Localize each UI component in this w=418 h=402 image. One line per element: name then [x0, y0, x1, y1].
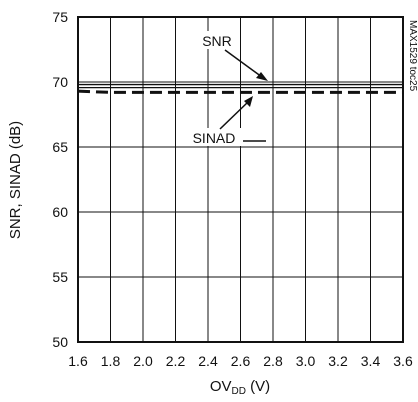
x-tick-label-2: 2.0 [133, 353, 153, 369]
annotation-sinad: SINAD [185, 96, 266, 146]
x-tick-label-0: 1.6 [68, 353, 88, 369]
annotation-sinad-arrow [219, 101, 249, 130]
annotation-sinad-background [185, 128, 243, 146]
x-tick-label-9: 3.4 [361, 353, 381, 369]
x-tick-labels: 1.6 1.8 2.0 2.2 2.4 2.6 2.8 3.0 3.2 3.4 3.6 [68, 353, 413, 369]
y-axis-label: SNR, SINAD (dB) [7, 121, 24, 239]
annotation-sinad-arrowhead [244, 96, 253, 107]
x-tick-label-7: 3.0 [296, 353, 316, 369]
y-tick-label-3: 65 [52, 139, 68, 155]
x-tick-label-4: 2.4 [198, 353, 218, 369]
y-tick-label-0: 50 [52, 334, 68, 350]
y-tick-label-1: 55 [52, 269, 68, 285]
y-tick-label-2: 60 [52, 204, 68, 220]
series-group [77, 83, 403, 94]
x-axis-label: OVDD (V) [210, 378, 270, 397]
x-tick-label-1: 1.8 [101, 353, 121, 369]
x-axis-label-main: OV [210, 378, 232, 395]
annotation-snr: SNR [202, 31, 268, 81]
y-tick-label-4: 70 [52, 74, 68, 90]
annotation-snr-arrow [224, 49, 263, 78]
figure-code: MAX1529 toc25 [407, 20, 418, 92]
x-tick-label-8: 3.2 [328, 353, 348, 369]
y-tick-labels: 50 55 60 65 70 75 [52, 9, 68, 350]
annotation-sinad-text: SINAD [193, 130, 236, 146]
x-tick-label-6: 2.8 [263, 353, 283, 369]
annotation-snr-arrowhead [256, 72, 268, 81]
series-line-sinad [77, 89, 403, 94]
x-tick-label-3: 2.2 [166, 353, 186, 369]
annotation-snr-text: SNR [202, 33, 232, 49]
x-tick-label-10: 3.6 [393, 353, 413, 369]
x-axis-label-subscript: DD [232, 386, 246, 397]
plot-frame [77, 16, 404, 343]
x-axis-label-unit: (V) [246, 378, 270, 395]
y-tick-label-5: 75 [52, 9, 68, 25]
annotation-snr-background [202, 31, 232, 49]
grid [77, 16, 404, 343]
x-tick-label-5: 2.6 [231, 353, 251, 369]
